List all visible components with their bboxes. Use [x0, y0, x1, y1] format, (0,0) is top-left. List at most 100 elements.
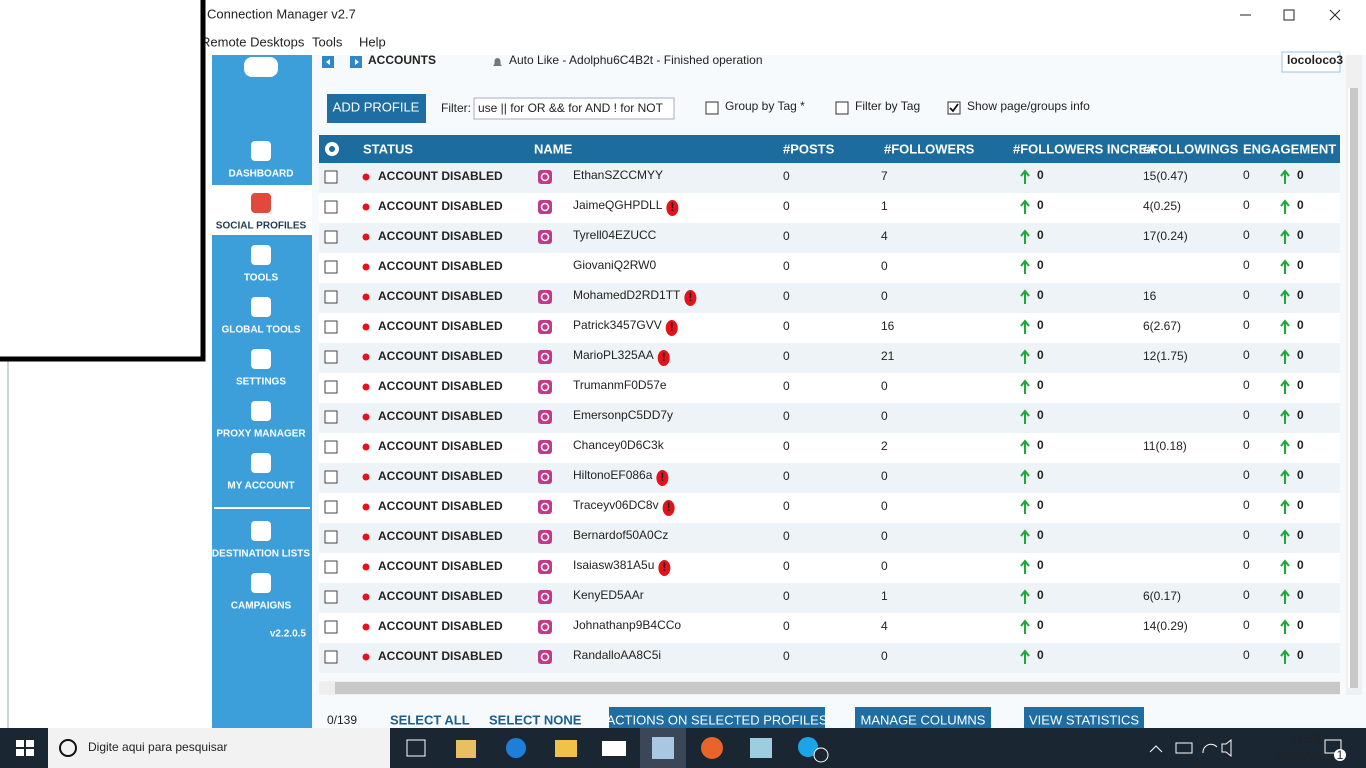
profile-name[interactable]: Tyrell04EZUCC: [573, 228, 657, 242]
nav-icon[interactable]: [251, 349, 271, 369]
profile-name[interactable]: Chancey0D6C3k: [573, 438, 665, 452]
row-checkbox[interactable]: [324, 170, 338, 184]
nav-label[interactable]: SETTINGS: [236, 377, 286, 388]
table-row[interactable]: [319, 583, 1340, 613]
row-checkbox[interactable]: [324, 200, 338, 214]
nav-icon[interactable]: [251, 573, 271, 593]
table-row[interactable]: [319, 433, 1340, 463]
skype-app[interactable]: [798, 737, 818, 757]
nav-arrows[interactable]: [322, 56, 362, 68]
nav-icon[interactable]: [251, 297, 271, 317]
column-header[interactable]: #FOLLOWERS INCREA: [1013, 141, 1157, 156]
table-row[interactable]: [319, 493, 1340, 523]
profile-name[interactable]: EmersonpC5DD7y: [573, 408, 673, 422]
table-row[interactable]: [319, 373, 1340, 403]
profile-name[interactable]: HiltonoEF086a: [573, 468, 653, 482]
nav-label[interactable]: GLOBAL TOOLS: [221, 325, 300, 336]
notification-center[interactable]: [1324, 739, 1342, 754]
h-scroll-thumb[interactable]: [335, 682, 1340, 694]
row-checkbox[interactable]: [324, 260, 338, 274]
connection-manager-app[interactable]: [652, 737, 674, 759]
nav-icon[interactable]: [251, 453, 271, 473]
menu-item[interactable]: Help: [359, 34, 386, 49]
row-checkbox[interactable]: [324, 530, 338, 544]
user-box[interactable]: [1281, 51, 1341, 73]
add-profile-button[interactable]: [327, 94, 426, 123]
column-header[interactable]: ENGAGEMENT: [1243, 141, 1336, 156]
footer-button[interactable]: [1024, 707, 1144, 731]
profile-name[interactable]: JaimeQGHPDLL: [573, 198, 663, 212]
nav-icon[interactable]: [251, 245, 271, 265]
row-checkbox[interactable]: [324, 320, 338, 334]
nav-label[interactable]: TOOLS: [244, 273, 279, 284]
table-row[interactable]: [319, 283, 1340, 313]
column-header[interactable]: #POSTS: [783, 141, 835, 156]
profile-name[interactable]: KenyED5AAr: [573, 588, 644, 602]
task-view[interactable]: [406, 739, 426, 757]
row-checkbox[interactable]: [324, 230, 338, 244]
footer-button[interactable]: [609, 707, 825, 731]
table-row[interactable]: [319, 313, 1340, 343]
profile-name[interactable]: Traceyv06DC8v: [573, 498, 659, 512]
row-checkbox[interactable]: [324, 500, 338, 514]
footer-button-label[interactable]: ACTIONS ON SELECTED PROFILES: [606, 712, 827, 727]
row-checkbox[interactable]: [324, 440, 338, 454]
maximize[interactable]: [1283, 9, 1295, 21]
close[interactable]: [1329, 9, 1341, 21]
row-checkbox[interactable]: [324, 470, 338, 484]
nav-label[interactable]: DESTINATION LISTS: [212, 549, 310, 560]
explorer-app[interactable]: [555, 740, 577, 757]
v-scroll-thumb[interactable]: [1350, 88, 1358, 688]
table-row[interactable]: [319, 643, 1340, 673]
profile-name[interactable]: MohamedD2RD1TT: [573, 288, 681, 302]
profile-name[interactable]: Johnathanp9B4CCo: [573, 618, 681, 632]
profile-name[interactable]: Isaiasw381A5u: [573, 558, 654, 572]
table-row[interactable]: [319, 343, 1340, 373]
profile-name[interactable]: MarioPL325AA: [573, 348, 654, 362]
row-checkbox[interactable]: [324, 410, 338, 424]
select-all[interactable]: SELECT ALL: [390, 712, 470, 727]
row-checkbox[interactable]: [324, 560, 338, 574]
edge-app[interactable]: [506, 738, 526, 758]
filter-input[interactable]: [473, 97, 675, 120]
table-row[interactable]: [319, 163, 1340, 193]
checkbox[interactable]: [947, 101, 961, 115]
start-button[interactable]: [16, 740, 34, 756]
nav-label[interactable]: PROXY MANAGER: [216, 429, 306, 440]
profile-name[interactable]: GiovaniQ2RW0: [573, 258, 656, 272]
nav-icon[interactable]: [251, 141, 271, 161]
table-row[interactable]: [319, 253, 1340, 283]
nav-icon[interactable]: [251, 193, 271, 213]
table-row[interactable]: [319, 553, 1340, 583]
notes-app[interactable]: [750, 738, 772, 758]
column-header[interactable]: #FOLLOWINGS: [1143, 141, 1239, 156]
column-header[interactable]: #FOLLOWERS: [884, 141, 975, 156]
profile-name[interactable]: Patrick3457GVV: [573, 318, 662, 332]
menu-item[interactable]: Tools: [312, 34, 343, 49]
profile-name[interactable]: RandalloAA8C5i: [573, 648, 661, 662]
nav-label[interactable]: DASHBOARD: [229, 169, 294, 180]
row-checkbox[interactable]: [324, 650, 338, 664]
search-box[interactable]: [48, 728, 390, 768]
profile-name[interactable]: Bernardof50A0Cz: [573, 528, 668, 542]
row-checkbox[interactable]: [324, 350, 338, 364]
column-header[interactable]: STATUS: [363, 141, 413, 156]
table-row[interactable]: [319, 193, 1340, 223]
mail-app[interactable]: [602, 741, 626, 756]
row-checkbox[interactable]: [324, 380, 338, 394]
checkbox[interactable]: [705, 101, 719, 115]
profile-name[interactable]: EthanSZCCMYY: [573, 168, 663, 182]
add-profile-label[interactable]: ADD PROFILE: [333, 99, 420, 114]
nav-label[interactable]: CAMPAIGNS: [231, 601, 292, 612]
profile-name[interactable]: TrumanmF0D57e: [573, 378, 667, 392]
table-row[interactable]: [319, 613, 1340, 643]
nav-icon[interactable]: [251, 401, 271, 421]
tray-icons[interactable]: [1149, 738, 1232, 758]
store-app[interactable]: [456, 740, 476, 758]
table-row[interactable]: [319, 223, 1340, 253]
row-checkbox[interactable]: [324, 620, 338, 634]
row-checkbox[interactable]: [324, 290, 338, 304]
nav-icon[interactable]: [251, 521, 271, 541]
menu-item[interactable]: Remote Desktops: [201, 34, 305, 49]
table-row[interactable]: [319, 403, 1340, 433]
